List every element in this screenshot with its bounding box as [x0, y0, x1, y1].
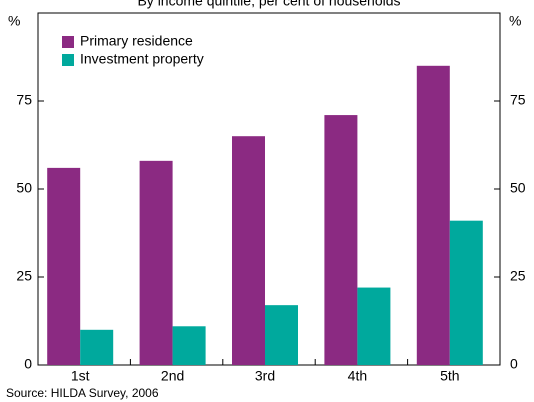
bar	[139, 160, 173, 365]
bar	[416, 65, 450, 366]
y2-tick-label: 50	[510, 180, 526, 196]
y-unit: %	[8, 13, 20, 29]
bar	[172, 326, 206, 365]
y2-tick-label: 0	[510, 356, 518, 372]
legend-swatch	[62, 36, 74, 48]
source-note: Source: HILDA Survey, 2006	[6, 386, 159, 400]
legend-swatch	[62, 54, 74, 66]
legend-label: Investment property	[80, 51, 204, 67]
y-tick-label: 0	[24, 356, 32, 372]
bar	[232, 136, 265, 365]
chart-subtitle: By income quintile, per cent of househol…	[137, 0, 400, 9]
x-tick-label: 3rd	[255, 368, 275, 384]
bar	[47, 167, 81, 365]
y2-unit: %	[509, 13, 521, 29]
y-tick-label: 75	[16, 92, 32, 108]
bar	[265, 305, 298, 365]
bar	[357, 287, 391, 365]
x-tick-label: 4th	[348, 368, 367, 384]
legend-label: Primary residence	[80, 33, 193, 49]
x-tick-label: 2nd	[161, 368, 184, 384]
y-tick-label: 25	[16, 268, 32, 284]
y-tick-label: 50	[16, 180, 32, 196]
y2-tick-label: 25	[510, 268, 526, 284]
y2-tick-label: 75	[510, 92, 526, 108]
bar	[80, 329, 114, 365]
bar	[324, 115, 358, 365]
x-tick-label: 1st	[71, 368, 90, 384]
x-tick-label: 5th	[440, 368, 459, 384]
bar	[449, 220, 483, 365]
